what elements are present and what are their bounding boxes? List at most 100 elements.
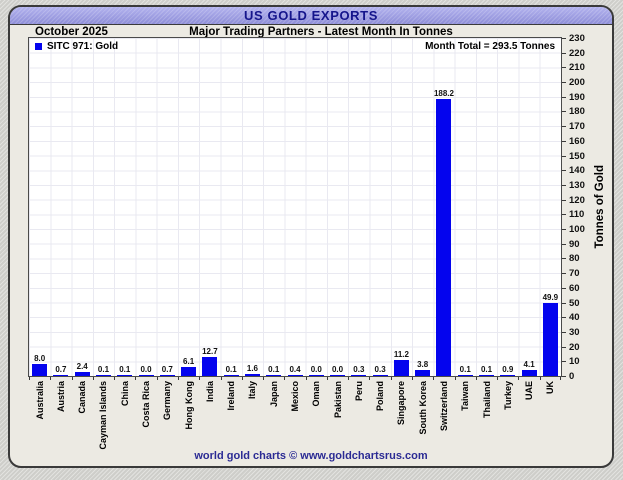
x-label-text: India: [204, 381, 215, 403]
bar-value-label: 0.9: [502, 365, 514, 374]
y-tick-label: 40: [569, 312, 580, 324]
x-label: Mexico: [284, 377, 305, 461]
x-tick: [221, 377, 222, 380]
x-label: Peru: [348, 377, 369, 461]
x-tick: [178, 377, 179, 380]
period-label: October 2025: [35, 26, 108, 38]
x-tick: [455, 377, 456, 380]
y-tick: [562, 141, 566, 142]
x-label-text: Ireland: [226, 381, 237, 411]
bar-value-label: 0.4: [289, 365, 301, 374]
y-tick: [562, 244, 566, 245]
bar: [415, 370, 431, 376]
x-axis-area: Australia Austria Canada Cayman Islands Chin…: [29, 377, 561, 463]
chart-card: US GOLD EXPORTS October 2025 Major Tradi…: [8, 5, 614, 468]
y-tick: [562, 258, 566, 259]
y-tick-label: 60: [569, 282, 580, 294]
plot-area: 8.0 0.7 2.4 0.1 0.1 0.0 0.7 6.1 12.7 0.1 1.6 0.1 0.4…: [28, 37, 562, 377]
x-tick: [50, 377, 51, 380]
bar: [308, 375, 324, 376]
x-label: Australia: [29, 377, 50, 461]
y-tick: [562, 214, 566, 215]
bar-value-label: 0.0: [140, 365, 152, 374]
x-label: Oman: [306, 377, 327, 461]
x-label-text: Italy: [247, 381, 258, 400]
x-label: China: [114, 377, 135, 461]
y-tick-label: 170: [569, 121, 585, 133]
y-tick-label: 110: [569, 209, 585, 221]
bar-value-label: 3.8: [417, 360, 429, 369]
x-tick: [199, 377, 200, 380]
x-tick: [391, 377, 392, 380]
title-bar: US GOLD EXPORTS: [10, 7, 612, 25]
x-label-text: Germany: [162, 381, 173, 421]
bar: [287, 375, 303, 376]
x-tick: [72, 377, 73, 380]
x-tick: [518, 377, 519, 380]
x-label-text: Turkey: [502, 381, 513, 410]
y-tick-label: 150: [569, 150, 585, 162]
x-label-text: Austria: [55, 381, 66, 413]
y-tick-label: 0: [569, 371, 575, 382]
y-tick: [562, 361, 566, 362]
y-tick-label: 10: [569, 356, 580, 368]
bar: [95, 375, 111, 376]
bars-layer: 8.0 0.7 2.4 0.1 0.1 0.0 0.7 6.1 12.7 0.1 1.6 0.1 0.4…: [29, 38, 561, 376]
y-tick-label: 70: [569, 268, 580, 280]
y-tick: [562, 200, 566, 201]
y-tick: [562, 170, 566, 171]
x-label-text: UAE: [524, 381, 535, 401]
x-label-text: South Korea: [417, 381, 428, 435]
bar-value-label: 1.6: [246, 364, 258, 373]
bar: [244, 374, 260, 376]
x-label-text: Australia: [34, 381, 45, 420]
y-tick-label: 30: [569, 326, 580, 338]
x-tick: [263, 377, 264, 380]
legend: SITC 971: Gold: [35, 41, 118, 52]
y-tick: [562, 38, 566, 39]
x-label: Japan: [263, 377, 284, 461]
bar: [223, 375, 239, 376]
y-tick-label: 220: [569, 47, 585, 59]
x-tick: [284, 377, 285, 380]
x-tick: [114, 377, 115, 380]
x-tick: [497, 377, 498, 380]
bar: [351, 375, 367, 376]
x-label: Turkey: [497, 377, 518, 461]
x-label: Poland: [369, 377, 390, 461]
bar: [181, 367, 197, 376]
bar: [372, 375, 388, 376]
bar-value-label: 8.0: [34, 354, 46, 363]
bar: [457, 375, 473, 376]
bar: [436, 99, 452, 376]
x-tick: [93, 377, 94, 380]
x-label-text: Canada: [77, 381, 88, 414]
x-tick: [348, 377, 349, 380]
bar: [74, 372, 90, 376]
x-tick: [327, 377, 328, 380]
y-tick-label: 210: [569, 62, 585, 74]
y-tick-label: 20: [569, 341, 580, 353]
x-label-text: Hong Kong: [183, 381, 194, 430]
x-tick: [157, 377, 158, 380]
bar: [521, 370, 537, 376]
bar: [479, 375, 495, 376]
x-tick: [135, 377, 136, 380]
bar: [500, 375, 516, 376]
x-label: UAE: [518, 377, 539, 461]
bar-value-label: 0.1: [119, 365, 131, 374]
x-label-text: China: [119, 381, 130, 407]
bar: [266, 375, 282, 376]
footer-credit: world gold charts © www.goldchartsrus.co…: [194, 450, 428, 462]
x-label: Singapore: [391, 377, 412, 461]
x-label-text: Singapore: [396, 381, 407, 426]
x-label: Hong Kong: [178, 377, 199, 461]
y-tick-label: 120: [569, 194, 585, 206]
bar: [542, 303, 558, 376]
x-label: India: [199, 377, 220, 461]
x-label-text: Switzerland: [438, 381, 449, 432]
x-label-text: Pakistan: [332, 381, 343, 419]
x-tick: [560, 377, 561, 380]
bar-value-label: 0.0: [310, 365, 322, 374]
